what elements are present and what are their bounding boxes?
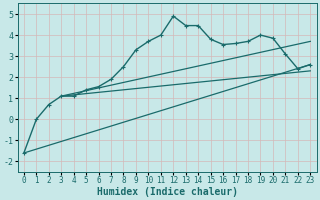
X-axis label: Humidex (Indice chaleur): Humidex (Indice chaleur): [97, 186, 237, 197]
